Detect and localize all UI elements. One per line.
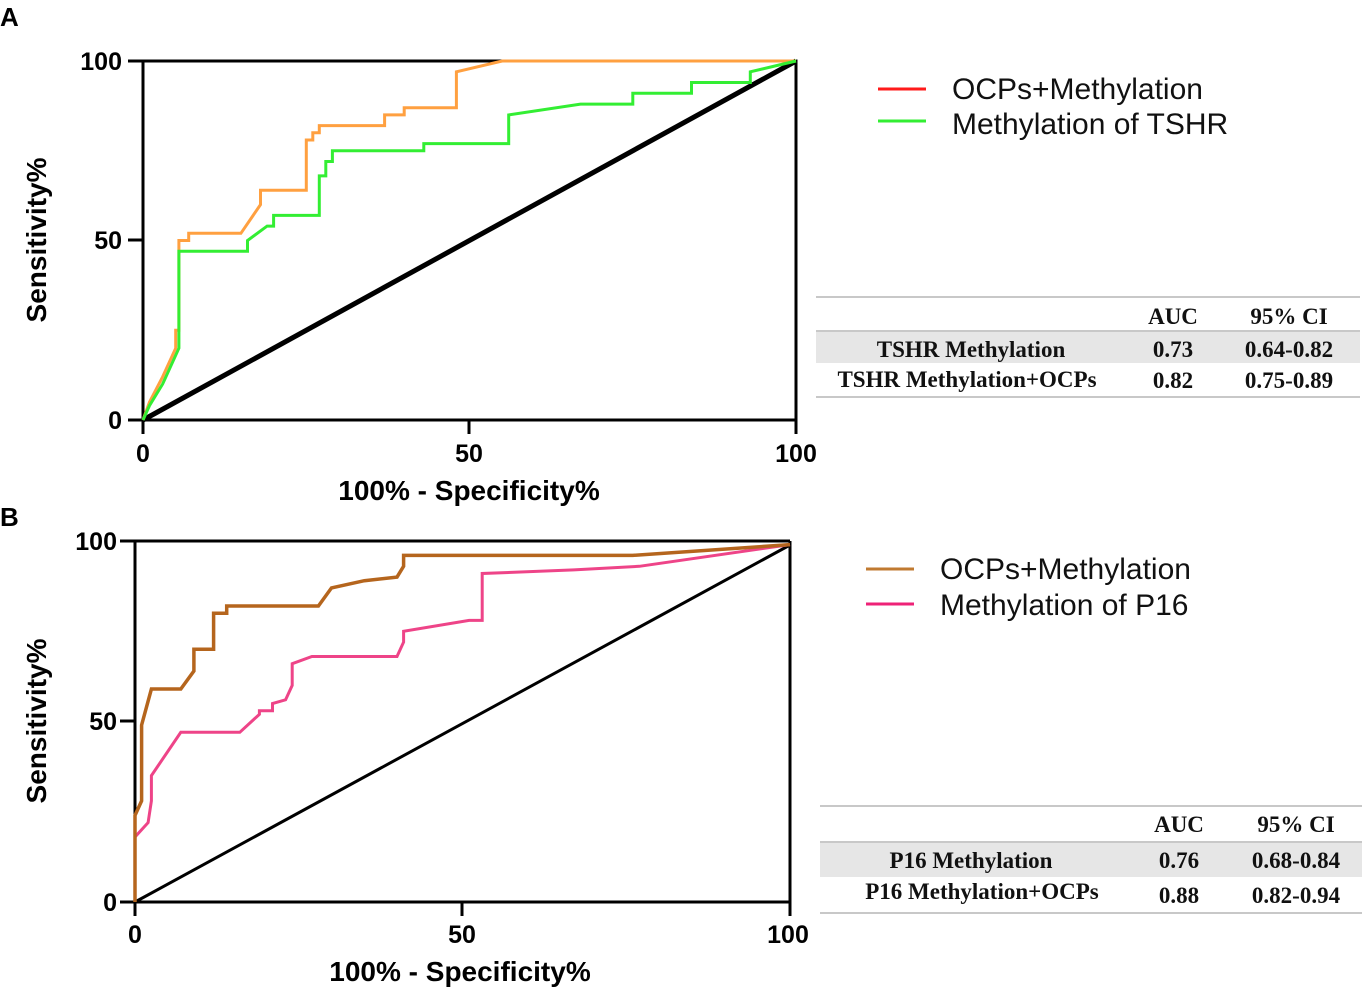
panel-b-letter: B: [0, 502, 19, 532]
panel-b: B 100 50 0 0 50 100 100% - Specificity% …: [0, 502, 1362, 987]
panel-a-y-axis-title: Sensitivity%: [21, 157, 52, 322]
panel-a-xtick-label-0: 0: [136, 440, 150, 468]
panel-a-table-row1-ci: 0.64-0.82: [1245, 337, 1333, 362]
panel-b-series-methylation-p16: [133, 543, 791, 902]
panel-a-xtick-label-100: 100: [775, 440, 817, 468]
panel-a-table-header-auc: AUC: [1148, 304, 1198, 329]
panel-b-table-shaded-row: [820, 842, 1362, 877]
panel-b-legend-label-2: Methylation of P16: [940, 589, 1188, 622]
panel-a-table-header-ci: 95% CI: [1250, 304, 1327, 329]
panel-b-legend-label-1: OCPs+Methylation: [940, 553, 1191, 586]
panel-a: A 100 50 0 0 50 100 100% - Specificity% …: [0, 2, 1360, 506]
panel-a-series-methylation-tshr: [141, 59, 797, 421]
panel-a-series-ocps-methylation: [141, 59, 796, 421]
panel-a-table-shaded-row: [816, 331, 1360, 363]
panel-b-ytick-label-0: 0: [103, 889, 117, 917]
panel-b-table-row1-ci: 0.68-0.84: [1252, 848, 1341, 873]
panel-a-reference-diagonal: [141, 58, 798, 423]
panel-a-x-axis-title: 100% - Specificity%: [338, 475, 600, 506]
panel-b-series-ocps-methylation: [133, 542, 791, 902]
panel-a-table-row1-label: TSHR Methylation: [877, 337, 1066, 362]
panel-b-ytick-label-50: 50: [89, 708, 117, 736]
panel-b-table-row1-auc: 0.76: [1159, 848, 1199, 873]
panel-a-table-row2-auc: 0.82: [1153, 368, 1193, 393]
panel-b-table-header-ci: 95% CI: [1257, 812, 1334, 837]
panel-a-ytick-label-0: 0: [108, 407, 122, 435]
panel-a-letter: A: [0, 2, 19, 32]
panel-a-auc-table: AUC 95% CI TSHR Methylation 0.73 0.64-0.…: [816, 296, 1360, 398]
panel-a-legend-label-1: OCPs+Methylation: [952, 73, 1203, 106]
panel-b-table-row1-label: P16 Methylation: [890, 848, 1053, 873]
panel-b-table-header-auc: AUC: [1154, 812, 1204, 837]
panel-b-x-axis-title: 100% - Specificity%: [329, 956, 591, 987]
panel-b-auc-table: AUC 95% CI P16 Methylation 0.76 0.68-0.8…: [820, 805, 1362, 914]
panel-b-table-row2-label: P16 Methylation+OCPs: [865, 879, 1099, 904]
panel-b-xtick-label-50: 50: [448, 921, 476, 949]
panel-a-ytick-label-50: 50: [94, 227, 122, 255]
panel-b-ytick-label-100: 100: [75, 528, 117, 556]
panel-a-table-row2-label: TSHR Methylation+OCPs: [837, 367, 1096, 392]
panel-a-legend-label-2: Methylation of TSHR: [952, 108, 1228, 141]
panel-a-table-row2-ci: 0.75-0.89: [1245, 368, 1333, 393]
panel-a-table-row1-auc: 0.73: [1153, 337, 1193, 362]
panel-b-y-axis-title: Sensitivity%: [21, 638, 52, 803]
panel-b-xtick-label-0: 0: [128, 921, 142, 949]
panel-a-ytick-label-100: 100: [80, 48, 122, 76]
panel-b-reference-diagonal: [134, 543, 791, 904]
panel-b-xtick-label-100: 100: [767, 921, 809, 949]
panel-b-table-row2-auc: 0.88: [1159, 883, 1199, 908]
panel-a-xtick-label-50: 50: [455, 440, 483, 468]
panel-b-table-row2-ci: 0.82-0.94: [1252, 883, 1341, 908]
